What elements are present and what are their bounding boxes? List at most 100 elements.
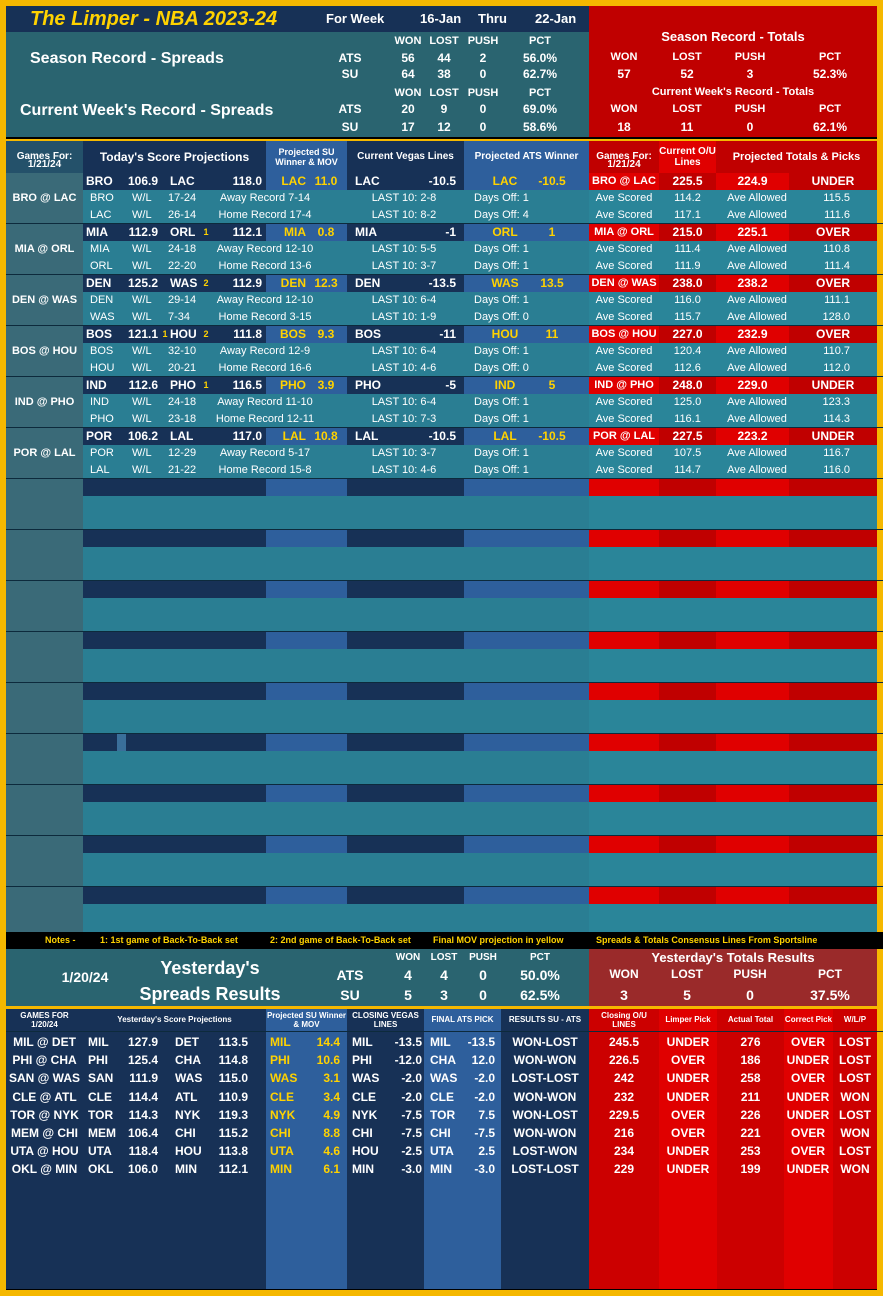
- wl-record: 17-24: [168, 192, 197, 204]
- closing-line: -3.0: [401, 1162, 422, 1177]
- wl-record: 21-22: [168, 464, 197, 476]
- wl-record: 23-18: [168, 413, 197, 425]
- proj-total: 224.9: [737, 174, 768, 188]
- suw-row-bg: [266, 479, 347, 496]
- results-col: [83, 1009, 266, 1289]
- last10: LAST 10: 3-7: [371, 447, 437, 459]
- results-col: [833, 1009, 877, 1289]
- ave-scored-label: Ave Scored: [595, 345, 653, 357]
- stats-bg-right: [589, 649, 877, 683]
- correct-pick: OVER: [790, 1126, 825, 1140]
- results-col: [717, 1009, 784, 1289]
- totals-value: 52.3%: [812, 67, 848, 81]
- final-ats-line: 12.0: [471, 1053, 495, 1068]
- vegas-head: [347, 141, 464, 173]
- venue-record: Home Record 17-4: [218, 209, 312, 221]
- ou-row-bg: [659, 581, 716, 598]
- result-matchup: MIL @ DET: [13, 1035, 76, 1049]
- wl-label: W/L: [132, 243, 152, 255]
- ave-scored: 112.6: [674, 362, 701, 374]
- limper-pick: OVER: [670, 1107, 705, 1122]
- ave-allowed-label: Ave Allowed: [727, 243, 787, 255]
- wl-label: W/L: [132, 345, 152, 357]
- ave-scored: 117.1: [674, 209, 701, 221]
- ats-row-bg: [464, 683, 589, 700]
- season-spreads-title: Season Record - Spreads: [30, 50, 224, 67]
- ats-row-bg: [464, 836, 589, 853]
- team-abbr: LAL: [90, 464, 110, 476]
- venue-record: Home Record 16-6: [218, 362, 312, 374]
- result-su-ats: LOST-LOST: [511, 1071, 579, 1086]
- days-off: Days Off: 1: [474, 243, 529, 255]
- final-ats-team: CLE: [430, 1089, 454, 1104]
- games-for-head: [6, 141, 83, 173]
- title-bar: [6, 6, 589, 32]
- suw-head: [266, 141, 347, 173]
- row-sep: [6, 376, 883, 377]
- days-off: Days Off: 1: [474, 345, 529, 357]
- wl-label: W/L: [132, 209, 152, 221]
- su-mov: 3.4: [323, 1089, 340, 1104]
- ave-scored: 116.1: [674, 413, 701, 425]
- closing-ou: 234: [613, 1144, 635, 1159]
- ou-row-bg: [659, 836, 716, 853]
- games-for-label: Games For:: [16, 151, 73, 163]
- stats-bg-right: [589, 547, 877, 581]
- proj-row-bg: [83, 173, 266, 190]
- ave-allowed: 114.3: [823, 413, 850, 425]
- results-header: GAMES FOR 1/20/24: [20, 1010, 69, 1029]
- ats-row-bg: [464, 173, 589, 190]
- ats-row-bg: [464, 734, 589, 751]
- home-score: 112.9: [232, 276, 262, 290]
- vegas-team: BOS: [355, 327, 382, 341]
- yesterday-title: Spreads Results: [139, 984, 281, 1004]
- vegas-line: -13.5: [428, 276, 456, 290]
- ou-row-bg: [659, 275, 716, 292]
- note-3: Final MOV projection in yellow: [433, 935, 564, 945]
- matchup-cell: [6, 581, 83, 632]
- note-1: 1: 1st game of Back-To-Back set: [100, 935, 238, 945]
- ave-scored-label: Ave Scored: [595, 192, 653, 204]
- pt-row-bg: [716, 377, 789, 394]
- team-abbr: LAC: [90, 209, 112, 221]
- yesterday-totals-panel: [589, 949, 877, 1006]
- results-col: [589, 1009, 659, 1289]
- limper-pick: UNDER: [666, 1162, 710, 1177]
- proj-row-bg: [83, 581, 266, 598]
- su-mov: 0.8: [317, 225, 335, 239]
- stats-bg: [83, 700, 589, 734]
- closing-line: -12.0: [394, 1053, 422, 1068]
- col-header: PCT: [529, 87, 551, 99]
- su-mov: 9.3: [317, 327, 335, 341]
- pt-row-bg: [716, 326, 789, 343]
- wlp-result: LOST: [839, 1107, 871, 1122]
- suw-row-bg: [266, 887, 347, 904]
- su-mov: 3.9: [317, 378, 335, 392]
- venue-record: Home Record 15-8: [218, 464, 312, 476]
- closing-ou: 245.5: [608, 1035, 640, 1049]
- result-su-ats: WON-WON: [513, 1053, 577, 1068]
- su-winner: MIL: [270, 1035, 291, 1049]
- ou-row-bg: [659, 224, 716, 241]
- ave-allowed-label: Ave Allowed: [727, 396, 787, 408]
- results-col: [6, 1009, 83, 1289]
- last10: LAST 10: 5-5: [371, 243, 437, 255]
- ats-row-bg: [464, 326, 589, 343]
- col-header: PUSH: [734, 51, 766, 63]
- totals-pick: UNDER: [811, 174, 855, 188]
- su-winner: PHO: [279, 378, 306, 392]
- closing-line: -2.0: [401, 1071, 422, 1086]
- vegas-row-bg: [347, 275, 464, 292]
- wl-label: W/L: [132, 413, 152, 425]
- team-abbr: IND: [90, 396, 109, 408]
- ou-row-bg: [659, 734, 716, 751]
- venue-record: Away Record 12-10: [216, 294, 314, 306]
- games-for-label: Games For:: [596, 151, 652, 163]
- away-team: SAN: [88, 1071, 114, 1086]
- pick-row-bg: [789, 326, 877, 343]
- ave-allowed: 110.8: [823, 243, 850, 255]
- suw-row-bg: [266, 428, 347, 445]
- totals-header: Projected Totals & Picks: [732, 151, 861, 163]
- col-header: PUSH: [469, 952, 497, 963]
- away-team: DEN: [86, 276, 112, 290]
